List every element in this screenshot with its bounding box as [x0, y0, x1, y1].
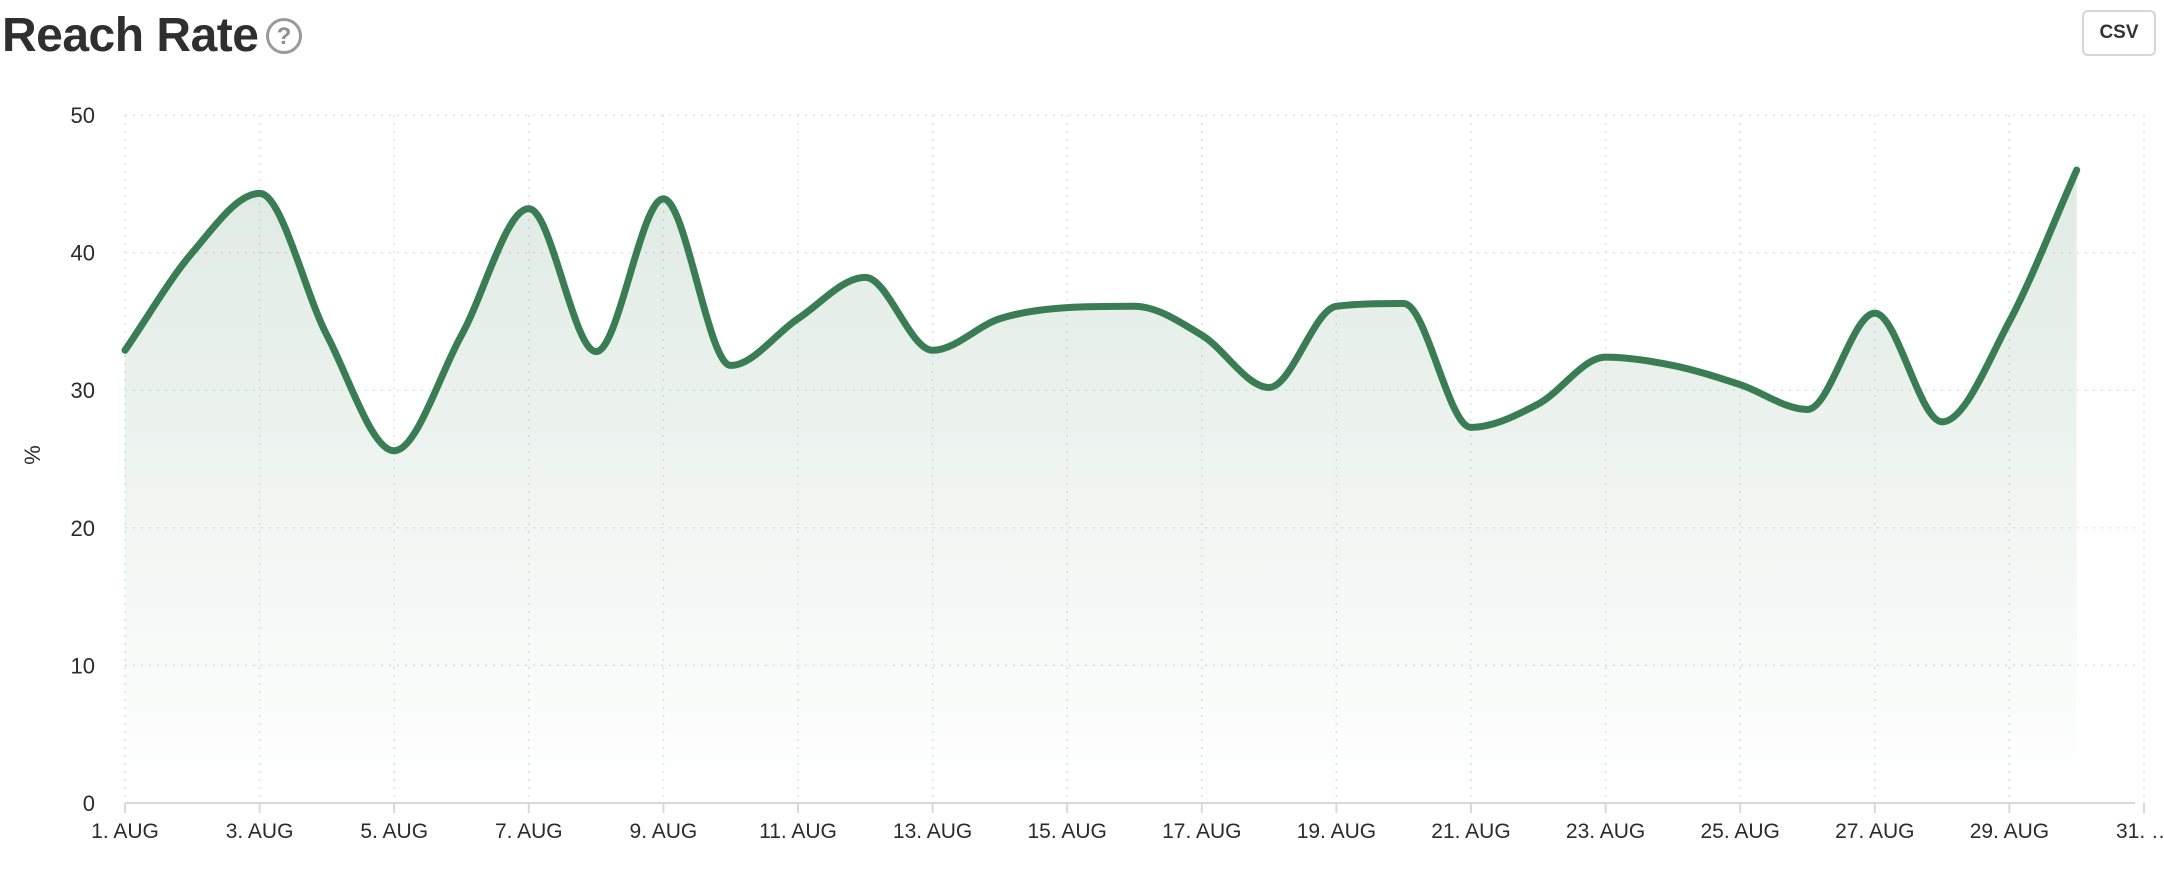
data-point[interactable]	[2071, 164, 2083, 176]
x-tick-label: 25. AUG	[1701, 820, 1780, 843]
data-point[interactable]	[994, 313, 1006, 325]
data-point[interactable]	[1869, 307, 1881, 319]
data-point[interactable]	[657, 193, 669, 205]
data-point[interactable]	[1196, 329, 1208, 341]
x-tick-label: 29. AUG	[1970, 820, 2049, 843]
x-tick-label: 19. AUG	[1297, 820, 1376, 843]
data-point[interactable]	[186, 247, 198, 259]
data-point[interactable]	[1734, 379, 1746, 391]
data-point[interactable]	[1129, 300, 1141, 312]
data-point[interactable]	[1532, 398, 1544, 410]
x-tick-label: 11. AUG	[759, 820, 837, 843]
y-tick-label: 50	[71, 103, 95, 128]
y-axis: 0 10 20 30 40 50	[71, 103, 95, 816]
data-point[interactable]	[254, 187, 266, 199]
x-tick-label: 5. AUG	[360, 820, 428, 843]
data-point[interactable]	[1667, 359, 1679, 371]
data-point[interactable]	[456, 329, 468, 341]
series-area	[125, 170, 2077, 804]
x-tick-label: 3. AUG	[226, 820, 294, 843]
data-point[interactable]	[1263, 381, 1275, 393]
series-line	[121, 166, 2081, 455]
data-point[interactable]	[1802, 403, 1814, 415]
data-point[interactable]	[1600, 351, 1612, 363]
help-icon[interactable]: ?	[266, 18, 302, 54]
chart-title: Reach Rate	[2, 9, 259, 62]
x-tick-label: 15. AUG	[1028, 820, 1107, 843]
data-point[interactable]	[725, 359, 737, 371]
data-point[interactable]	[523, 203, 535, 215]
data-point[interactable]	[321, 329, 333, 341]
csv-export-button[interactable]: CSV	[2082, 10, 2156, 56]
data-point[interactable]	[859, 271, 871, 283]
x-tick-label: 7. AUG	[495, 820, 563, 843]
y-tick-label: 0	[83, 791, 95, 816]
data-point[interactable]	[590, 346, 602, 358]
data-point[interactable]	[927, 344, 939, 356]
x-tick-label: 9. AUG	[630, 820, 698, 843]
data-point[interactable]	[1398, 298, 1410, 310]
x-tick-label: 1. AUG	[91, 820, 159, 843]
data-point[interactable]	[792, 313, 804, 325]
x-tick-label: 27. AUG	[1835, 820, 1914, 843]
x-tick-label: 13. AUG	[893, 820, 972, 843]
data-point[interactable]	[1936, 416, 1948, 428]
x-axis: 1. AUG 3. AUG 5. AUG 7. AUG 9. AUG 11. AUG 13.…	[91, 802, 2164, 843]
y-tick-label: 40	[71, 241, 95, 266]
x-tick-label: 31. …	[2116, 820, 2164, 843]
data-point[interactable]	[1465, 421, 1477, 433]
y-tick-label: 30	[71, 378, 95, 403]
data-point[interactable]	[2003, 315, 2015, 327]
y-tick-label: 10	[71, 653, 95, 678]
y-axis-label: %	[20, 445, 45, 465]
data-point[interactable]	[119, 344, 131, 356]
chart-header: Reach Rate ? CSV	[0, 0, 2164, 80]
x-tick-label: 23. AUG	[1566, 820, 1645, 843]
data-point[interactable]	[388, 445, 400, 457]
x-tick-label: 21. AUG	[1431, 820, 1510, 843]
data-point[interactable]	[1330, 300, 1342, 312]
y-tick-label: 20	[71, 516, 95, 541]
plot-area	[119, 164, 2083, 804]
data-point[interactable]	[1061, 302, 1073, 314]
x-tick-label: 17. AUG	[1162, 820, 1241, 843]
